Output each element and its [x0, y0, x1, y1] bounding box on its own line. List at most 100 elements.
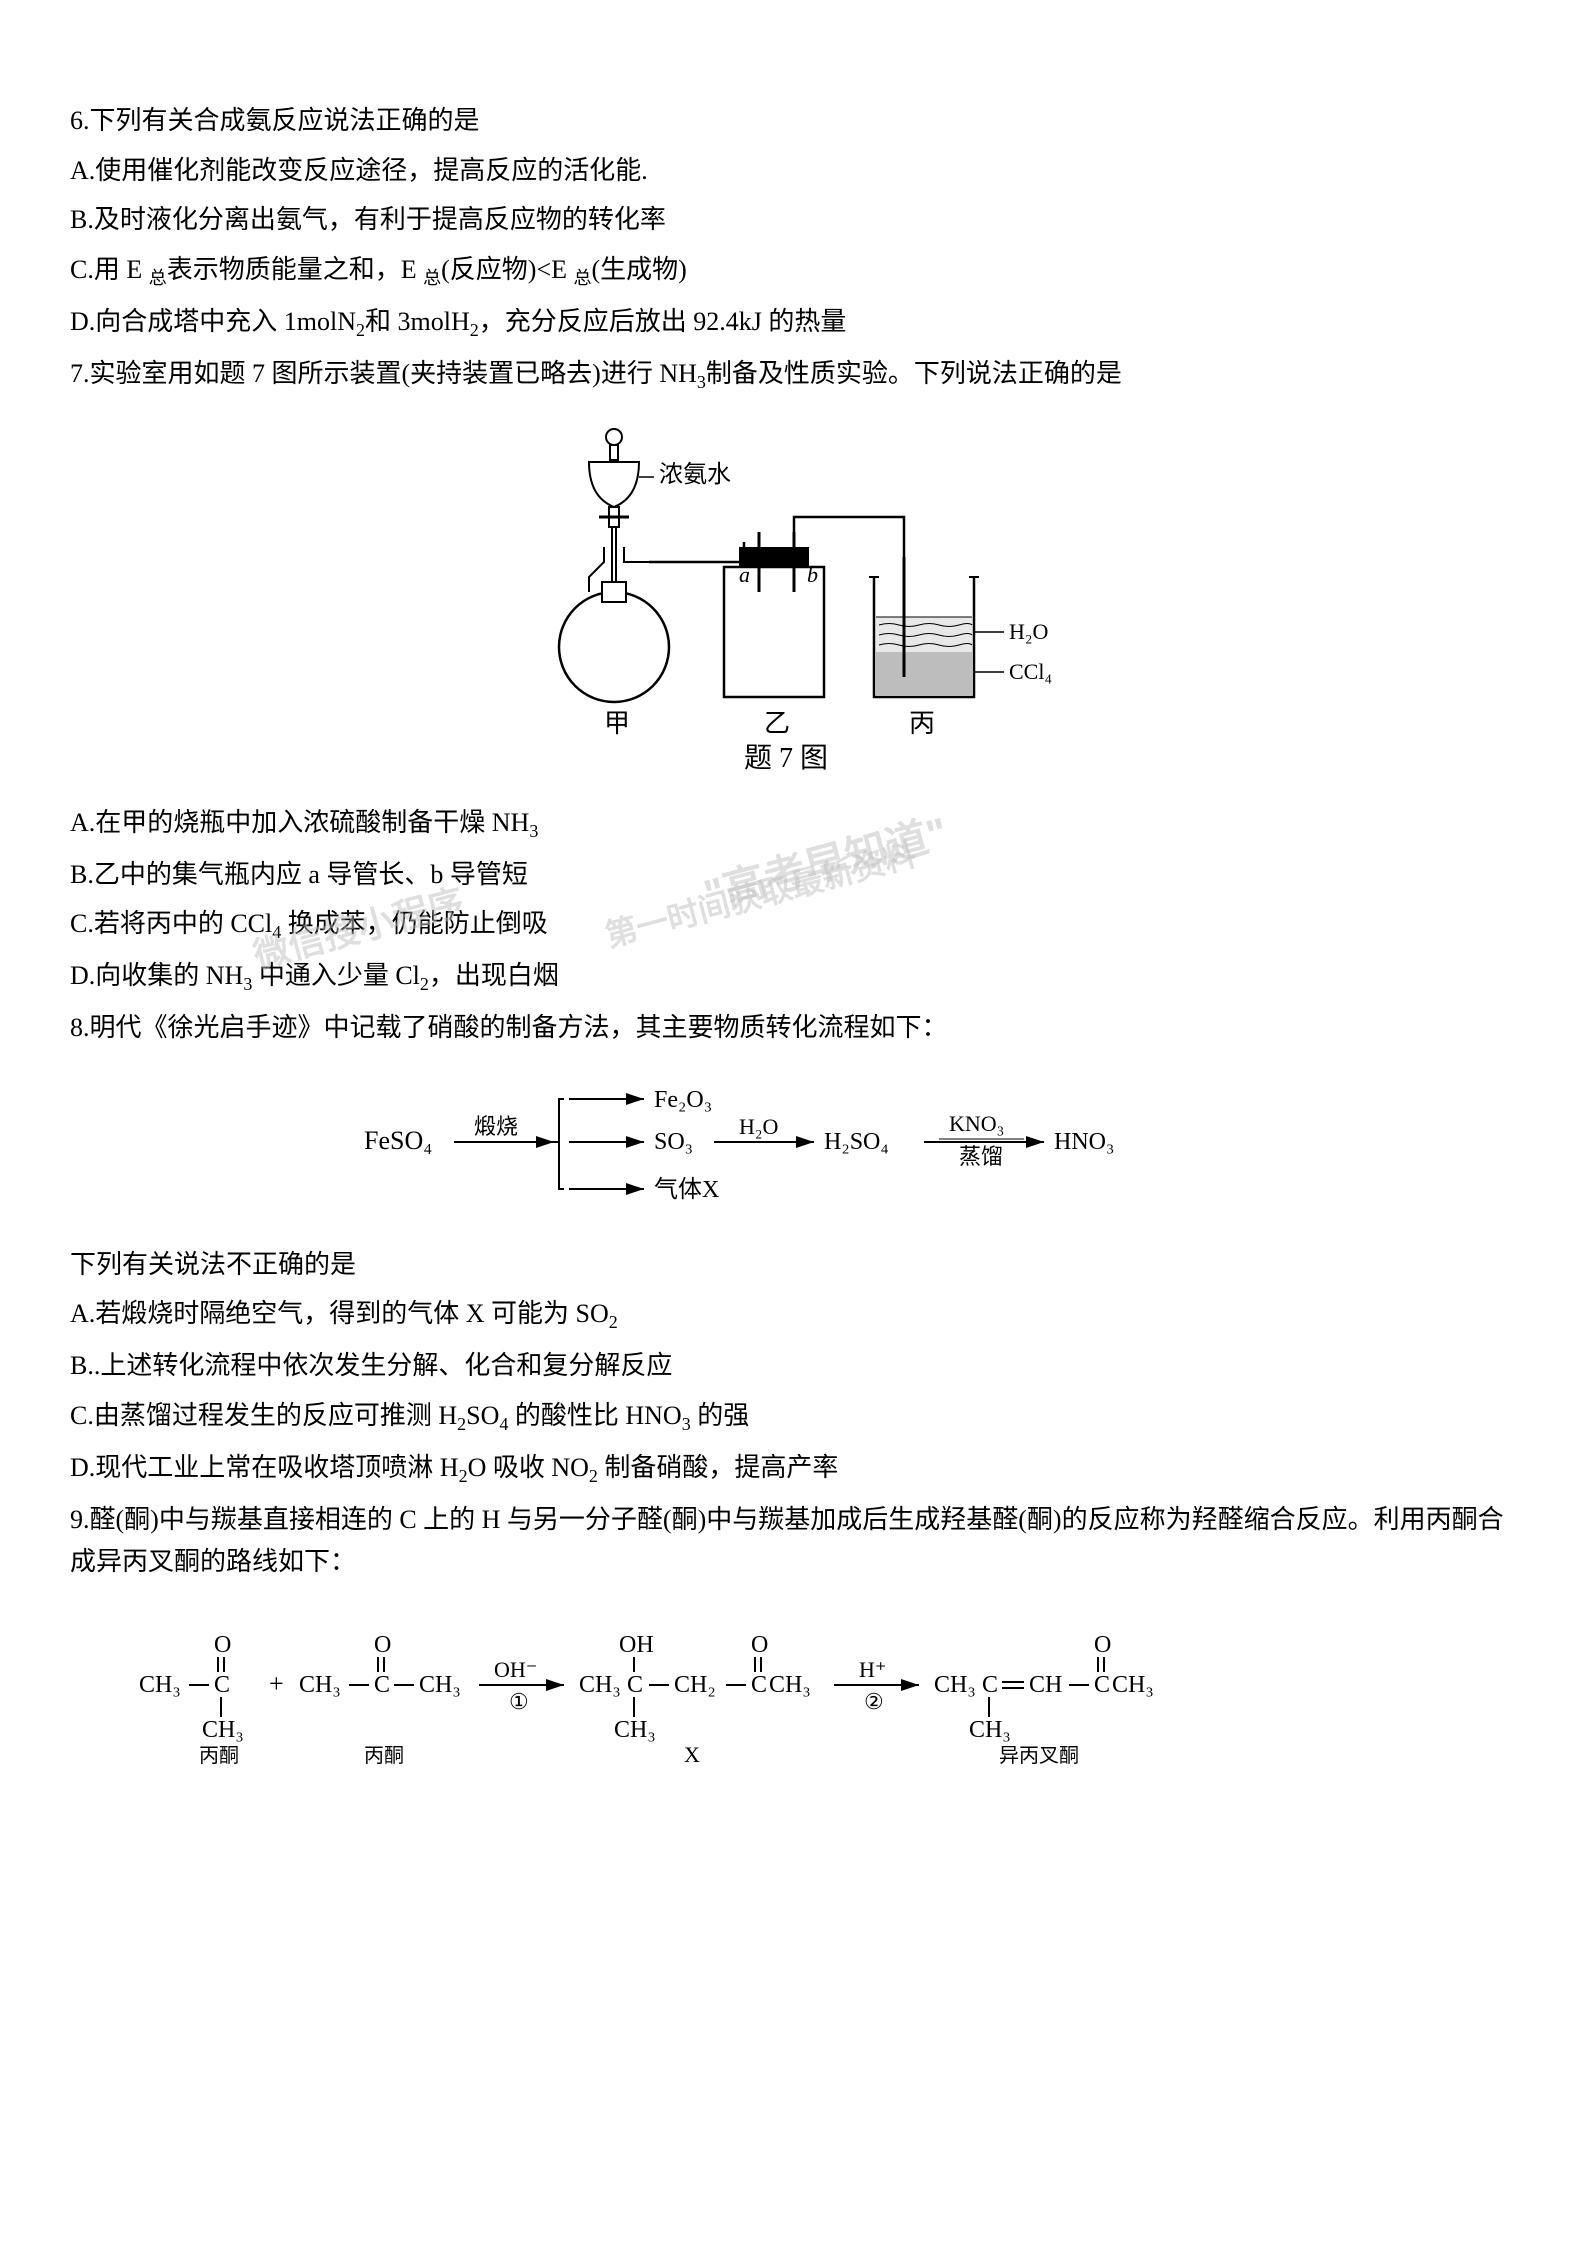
org-plus: + — [269, 1669, 284, 1698]
q7-stem-pre: 7.实验室用如题 7 图所示装置(夹持装置已略去)进行 NH — [70, 359, 697, 388]
q8-optC: C.由蒸馏过程发生的反应可推测 H2SO4 的酸性比 HNO3 的强 — [70, 1395, 1517, 1439]
org-o-2: O — [374, 1632, 391, 1658]
apparatus-bing — [869, 557, 1004, 697]
label-ccl4: CCl₄ — [1009, 659, 1052, 684]
q7-a-pre: A.在甲的烧瓶中加入浓硫酸制备干燥 NH — [70, 808, 529, 837]
q6-c-post: (生成物) — [592, 255, 687, 284]
q6-d-pre: D.向合成塔中充入 1molN — [70, 307, 356, 336]
org-x-o: O — [751, 1632, 768, 1658]
q6-optA: A.使用催化剂能改变反应途径，提高反应的活化能. — [70, 150, 1517, 192]
diagram-caption: 题 7 图 — [744, 743, 828, 774]
flow-hno3: HNO₃ — [1054, 1129, 1114, 1155]
q6-stem: 6.下列有关合成氨反应说法正确的是 — [70, 100, 1517, 142]
q8-c-post: 的强 — [691, 1401, 750, 1430]
org-p-ch3b: CH₃ — [969, 1717, 1011, 1743]
flow-gasx: 气体X — [654, 1176, 719, 1203]
label-b: b — [807, 562, 818, 587]
org-ohminus: OH⁻ — [494, 1657, 537, 1682]
flow-fe2o3: Fe₂O₃ — [654, 1087, 712, 1113]
q8-d-pre: D.现代工业上常在吸收塔顶喷淋 H — [70, 1453, 459, 1482]
q7-optD: D.向收集的 NH3 中通入少量 Cl2，出现白烟 — [70, 955, 1517, 999]
q6-d-post: ，充分反应后放出 92.4kJ 的热量 — [479, 307, 847, 336]
q7-a-sub: 3 — [529, 821, 538, 841]
q8-d-sub2: 2 — [589, 1466, 598, 1486]
org-p-ch: CH — [1029, 1672, 1062, 1698]
flow-so3: SO₃ — [654, 1129, 693, 1155]
q7-d-mid: 中通入少量 Cl — [252, 961, 420, 990]
q7-d-sub2: 2 — [420, 974, 429, 994]
label-jia: 甲 — [604, 709, 630, 738]
q8-c-sub3: 3 — [682, 1414, 691, 1434]
q8-d-mid: O 吸收 NO — [468, 1453, 589, 1482]
q6-c-sub2: 总 — [423, 268, 441, 288]
q8-a-pre: A.若煅烧时隔绝空气，得到的气体 X 可能为 SO — [70, 1299, 609, 1328]
q6-c-mid: 表示物质能量之和，E — [167, 255, 423, 284]
q6-d-sub1: 2 — [356, 320, 365, 340]
org-o-1: O — [214, 1632, 231, 1658]
org-p-c1: C — [982, 1672, 998, 1698]
q8-optA: A.若煅烧时隔绝空气，得到的气体 X 可能为 SO2 — [70, 1293, 1517, 1337]
q6-c-sub3: 总 — [574, 268, 592, 288]
org-x-ch3c: CH₃ — [769, 1672, 811, 1698]
q6-d-sub2: 2 — [470, 320, 479, 340]
flow-h2o: H₂O — [739, 1114, 778, 1139]
q8-stem: 8.明代《徐光启手迹》中记载了硝酸的制备方法，其主要物质转化流程如下： — [70, 1007, 1517, 1049]
org-x-ch3a: CH₃ — [579, 1672, 621, 1698]
q8-c-sub1: 2 — [457, 1414, 466, 1434]
q6-c-sub1: 总 — [149, 268, 167, 288]
q7-stem-sub: 3 — [697, 372, 706, 392]
org-ch3-2: CH₃ — [299, 1672, 341, 1698]
q8-a-sub: 2 — [609, 1313, 618, 1333]
q7-stem-post: 制备及性质实验。下列说法正确的是 — [706, 359, 1122, 388]
q7-d-pre: D.向收集的 NH — [70, 961, 243, 990]
org-label-product: 异丙叉酮 — [999, 1745, 1079, 1767]
org-p-c2: C — [1094, 1672, 1110, 1698]
q6-c-pre: C.用 E — [70, 255, 149, 284]
org-c-2: C — [374, 1672, 390, 1698]
q7-optA: A.在甲的烧瓶中加入浓硫酸制备干燥 NH3 — [70, 802, 1517, 846]
q6-optC: C.用 E 总表示物质能量之和，E 总(反应物)<E 总(生成物) — [70, 249, 1517, 293]
apparatus-jia — [559, 429, 669, 702]
q7-c-sub: 4 — [272, 923, 281, 943]
q7-optB: B.乙中的集气瓶内应 a 导管长、b 导管短 — [70, 854, 1517, 896]
q8-c-mid2: 的酸性比 HNO — [508, 1401, 681, 1430]
org-c-1: C — [214, 1672, 230, 1698]
q8-substem: 下列有关说法不正确的是 — [70, 1244, 1517, 1286]
q7-c-post: 换成苯，仍能防止倒吸 — [281, 909, 548, 938]
org-x-oh: OH — [619, 1632, 654, 1658]
org-x-c1: C — [627, 1672, 643, 1698]
org-p-ch3c: CH₃ — [1112, 1672, 1154, 1698]
org-step1: ① — [509, 1689, 529, 1714]
org-p-ch3a: CH₃ — [934, 1672, 976, 1698]
q7-optC: C.若将丙中的 CCl4 换成苯，仍能防止倒吸 — [70, 903, 1517, 947]
q8-optD: D.现代工业上常在吸收塔顶喷淋 H2O 吸收 NO2 制备硝酸，提高产率 — [70, 1447, 1517, 1491]
org-label-acetone1: 丙酮 — [199, 1745, 239, 1767]
q8-optB: B..上述转化流程中依次发生分解、化合和复分解反应 — [70, 1345, 1517, 1387]
q8-c-pre: C.由蒸馏过程发生的反应可推测 H — [70, 1401, 457, 1430]
q7-d-sub1: 3 — [243, 974, 252, 994]
flow-calcine: 煅烧 — [474, 1114, 518, 1139]
label-bing: 丙 — [909, 709, 935, 738]
q8-d-sub1: 2 — [459, 1466, 468, 1486]
org-x-ch3b: CH₃ — [614, 1717, 656, 1743]
label-h2o: H₂O — [1009, 619, 1048, 644]
q8-flow-diagram: FeSO₄ 煅烧 Fe₂O₃ SO₃ 气体X H₂O H₂SO₄ KNO₃ 蒸馏… — [70, 1069, 1517, 1224]
org-hplus: H⁺ — [859, 1657, 887, 1682]
flow-distill: 蒸馏 — [959, 1144, 1003, 1169]
q6-c-mid2: (反应物)<E — [441, 255, 573, 284]
q9-stem: 9.醛(酮)中与羰基直接相连的 C 上的 H 与另一分子醛(酮)中与羰基加成后生… — [70, 1499, 1517, 1582]
flow-feso4: FeSO₄ — [364, 1126, 432, 1155]
label-yi: 乙 — [764, 709, 790, 738]
q7-stem: 7.实验室用如题 7 图所示装置(夹持装置已略去)进行 NH3制备及性质实验。下… — [70, 353, 1517, 397]
org-x-c2: C — [751, 1672, 767, 1698]
q6-optB: B.及时液化分离出氨气，有利于提高反应物的转化率 — [70, 199, 1517, 241]
label-conc-ammonia: 浓氨水 — [659, 461, 731, 488]
flow-h2so4: H₂SO₄ — [824, 1129, 889, 1155]
q6-optD: D.向合成塔中充入 1molN2和 3molH2，充分反应后放出 92.4kJ … — [70, 301, 1517, 345]
org-p-o: O — [1094, 1632, 1111, 1658]
org-label-acetone2: 丙酮 — [364, 1745, 404, 1767]
q8-c-mid1: SO — [466, 1401, 499, 1430]
org-ch3-2b: CH₃ — [419, 1672, 461, 1698]
label-a: a — [739, 562, 750, 587]
q7-diagram: 浓氨水 a b H₂O CCl₄ 甲 乙 丙 题 7 图 — [70, 417, 1517, 782]
